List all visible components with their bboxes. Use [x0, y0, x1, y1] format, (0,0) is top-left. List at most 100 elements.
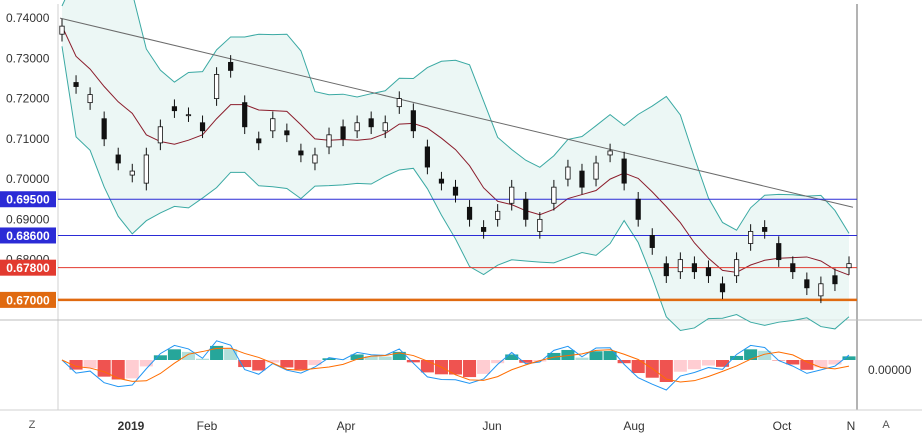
macd-histogram-bar: [604, 351, 617, 360]
macd-histogram-bar: [294, 360, 307, 370]
macd-histogram-bar: [154, 355, 167, 360]
candle-body: [580, 171, 584, 187]
macd-tick-label: 0.00000: [868, 363, 912, 377]
candle-body: [88, 95, 92, 103]
candle-body: [383, 123, 387, 131]
macd-histogram-bar: [702, 360, 715, 366]
time-tick-label: N: [847, 419, 856, 433]
candle-body: [327, 135, 331, 147]
candle-body: [439, 179, 443, 183]
candle-body: [228, 62, 232, 70]
macd-histogram-bar: [84, 360, 97, 368]
candle-body: [369, 119, 373, 127]
candle-body: [341, 127, 345, 139]
candle-body: [734, 260, 738, 276]
price-tick-label: 0.72000: [6, 92, 50, 106]
candle-body: [650, 235, 654, 247]
candle-body: [411, 111, 415, 131]
time-tick-label: 2019: [118, 419, 145, 433]
macd-histogram-bar: [477, 360, 490, 374]
candle-body: [495, 211, 499, 219]
macd-histogram-bar: [252, 360, 265, 370]
candle-body: [271, 119, 275, 131]
macd-histogram-bar: [674, 360, 687, 372]
candle-body: [144, 155, 148, 183]
candle-body: [664, 264, 668, 276]
price-tick-label: 0.73000: [6, 51, 50, 65]
candle-body: [102, 119, 106, 139]
time-tick-label: Apr: [337, 419, 356, 433]
candle-body: [847, 264, 851, 268]
macd-histogram-bar: [407, 360, 420, 362]
macd-histogram-bar: [590, 351, 603, 360]
level-label: 0.67000: [6, 293, 50, 307]
candle-body: [214, 74, 218, 98]
time-tick-label: Aug: [623, 419, 644, 433]
time-tick-label: Oct: [773, 419, 792, 433]
candle-body: [692, 264, 696, 272]
candle-body: [313, 155, 317, 163]
candle-body: [285, 131, 289, 135]
candle-body: [158, 127, 162, 143]
candle-body: [791, 264, 795, 272]
candle-body: [777, 244, 781, 260]
candle-body: [552, 187, 556, 203]
candle-body: [257, 139, 261, 143]
candle-body: [762, 227, 766, 231]
candle-body: [200, 123, 204, 131]
price-tick-label: 0.69000: [6, 212, 50, 226]
candle-body: [805, 280, 809, 288]
candle-body: [186, 115, 190, 116]
candle-body: [130, 171, 134, 175]
candle-body: [608, 151, 612, 155]
macd-histogram-bar: [618, 360, 631, 363]
time-tick-label: Feb: [197, 419, 218, 433]
candle-body: [594, 163, 598, 179]
macd-histogram-bar: [716, 360, 729, 367]
macd-histogram-bar: [575, 358, 588, 360]
macd-histogram-bar: [168, 349, 181, 360]
candle-body: [60, 26, 64, 34]
candle-body: [299, 151, 303, 155]
macd-histogram-bar: [379, 357, 392, 360]
price-tick-label: 0.70000: [6, 172, 50, 186]
macd-histogram-bar: [224, 349, 237, 360]
candle-body: [622, 159, 626, 183]
candle-body: [467, 207, 471, 219]
candle-body: [524, 199, 528, 219]
macd-histogram-bar: [688, 360, 701, 369]
candle-body: [453, 187, 457, 195]
zoom-icon: Z: [29, 419, 36, 431]
level-label: 0.69500: [6, 193, 50, 207]
price-tick-label: 0.74000: [6, 11, 50, 25]
candle-body: [397, 99, 401, 107]
candle-body: [116, 155, 120, 163]
candle-body: [172, 107, 176, 111]
macd-histogram-bar: [126, 360, 139, 378]
candle-body: [242, 103, 246, 127]
candle-body: [720, 284, 724, 292]
macd-histogram-bar: [744, 349, 757, 360]
candle-body: [425, 147, 429, 167]
candle-body: [678, 260, 682, 272]
level-label: 0.68600: [6, 229, 50, 243]
candle-body: [748, 231, 752, 243]
time-tick-label: Jun: [482, 419, 501, 433]
candle-body: [636, 199, 640, 219]
candle-body: [481, 227, 485, 231]
candle-body: [819, 284, 823, 296]
macd-histogram-bar: [463, 360, 476, 377]
macd-histogram-bar: [421, 360, 434, 372]
level-label: 0.67800: [6, 261, 50, 275]
candle-body: [355, 123, 359, 131]
candle-body: [566, 167, 570, 179]
auto-scale-icon: A: [882, 419, 890, 431]
candle-body: [538, 219, 542, 231]
candle-body: [74, 83, 78, 87]
candle-body: [510, 187, 514, 203]
candle-body: [833, 276, 837, 284]
macd-histogram-bar: [196, 359, 209, 360]
price-tick-label: 0.71000: [6, 132, 50, 146]
